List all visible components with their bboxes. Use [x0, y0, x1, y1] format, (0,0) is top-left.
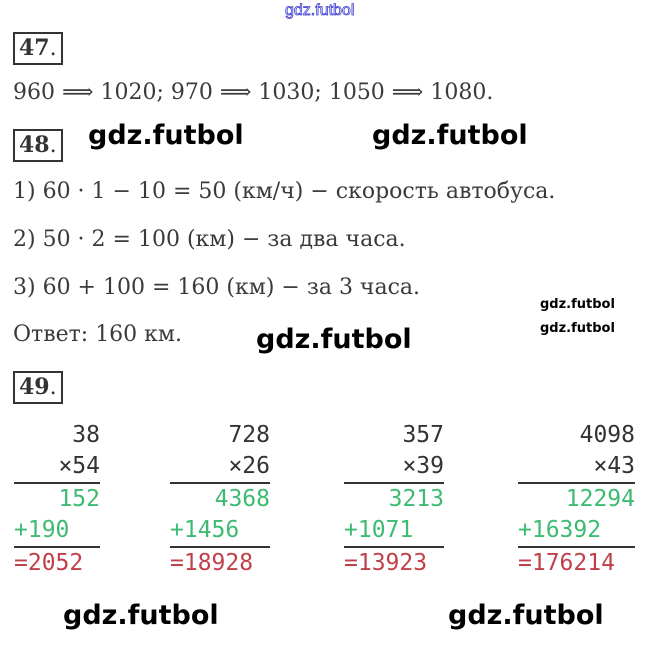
- task47-answer: 960 ⟹ 1020; 970 ⟹ 1030; 1050 ⟹ 1080.: [13, 80, 494, 105]
- task-number-49: 49.: [13, 371, 63, 404]
- watermark: gdz.futbol: [448, 600, 604, 631]
- partial-product-2: +16392: [518, 517, 602, 543]
- partial-product-2: +1456: [170, 517, 240, 543]
- task48-step-3: 3) 60 + 100 = 160 (км) − за 3 часа.: [13, 275, 421, 300]
- task48-step-1: 1) 60 · 1 − 10 = 50 (км/ч) − скорость ав…: [13, 179, 556, 204]
- task48-step-2: 2) 50 · 2 = 100 (км) − за два часа.: [13, 227, 406, 252]
- multiplicand: 38: [72, 422, 100, 448]
- multiplier: ×43: [593, 453, 635, 479]
- task-number-48: 48.: [13, 129, 63, 162]
- watermark: gdz.futbol: [540, 321, 615, 336]
- task-number-47-text: 47: [19, 35, 50, 61]
- multiplicand: 728: [228, 422, 270, 448]
- watermark: gdz.futbol: [256, 324, 412, 355]
- multiplication-column-2: 728 ×26 4368 +1456 =18928: [170, 420, 270, 579]
- watermark-top: gdz.futbol: [285, 2, 355, 20]
- partial-product-1: 4368: [170, 482, 270, 515]
- product: =176214: [518, 546, 635, 579]
- multiplicand: 357: [402, 422, 444, 448]
- watermark: gdz.futbol: [372, 120, 528, 151]
- partial-product-1: 152: [14, 482, 100, 515]
- task-number-47: 47.: [13, 32, 63, 65]
- partial-product-2: +1071: [344, 517, 414, 543]
- watermark: gdz.futbol: [540, 297, 615, 312]
- multiplier: ×54: [58, 453, 100, 479]
- multiplication-column-3: 357 ×39 3213 +1071 =13923: [344, 420, 444, 579]
- multiplier: ×26: [228, 453, 270, 479]
- task-number-48-text: 48: [19, 132, 50, 158]
- partial-product-1: 3213: [344, 482, 444, 515]
- product: =2052: [14, 546, 100, 579]
- product: =18928: [170, 546, 270, 579]
- multiplication-column-4: 4098 ×43 12294 +16392 =176214: [518, 420, 635, 579]
- watermark: gdz.futbol: [63, 600, 219, 631]
- multiplier: ×39: [402, 453, 444, 479]
- product: =13923: [344, 546, 444, 579]
- partial-product-2: +190: [14, 517, 70, 543]
- multiplicand: 4098: [579, 422, 635, 448]
- task48-answer: Ответ: 160 км.: [13, 322, 183, 347]
- partial-product-1: 12294: [518, 482, 635, 515]
- task-number-49-text: 49: [19, 374, 50, 400]
- multiplication-column-1: 38 ×54 152 +190 =2052: [0, 420, 100, 579]
- watermark: gdz.futbol: [88, 120, 244, 151]
